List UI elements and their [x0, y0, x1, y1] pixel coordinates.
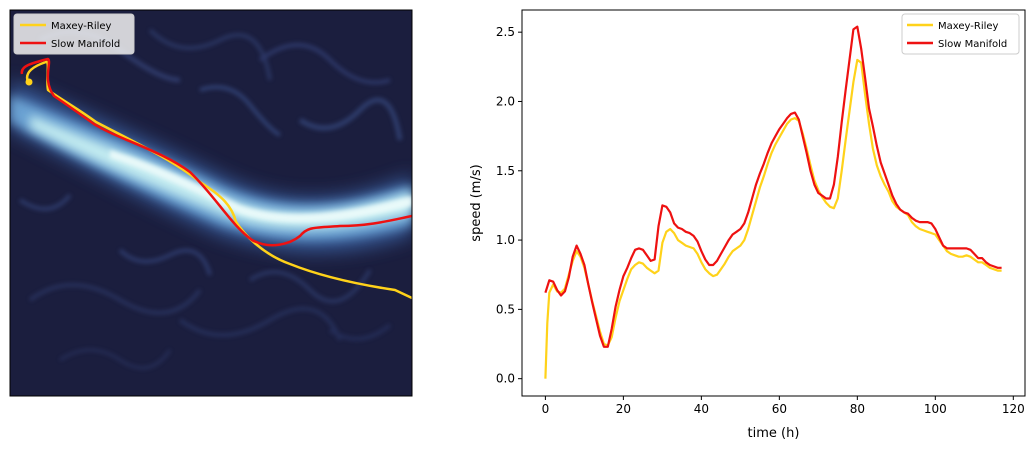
y-tick-label: 1.0	[496, 233, 515, 247]
x-tick-label: 100	[924, 402, 947, 416]
x-tick-label: 60	[772, 402, 787, 416]
map-legend: Maxey-Riley Slow Manifold	[13, 13, 135, 55]
x-axis-label: time (h)	[748, 426, 800, 441]
y-tick-label: 2.5	[496, 25, 515, 39]
x-tick-label: 80	[850, 402, 865, 416]
map-legend-label-maxey-riley: Maxey-Riley	[51, 21, 112, 32]
map-frame	[9, 9, 413, 397]
plot-series-group	[544, 25, 1002, 379]
speed-field-map: Maxey-Riley Slow Manifold	[9, 9, 413, 397]
speed-time-plot: 0 20 40 60 80 100 120 0.0 0.5 1.0 1.5 2.0 2.5 time (…	[469, 9, 1026, 441]
x-tick-label: 120	[1002, 402, 1025, 416]
y-tick-label: 0.0	[496, 372, 515, 386]
series-line-maxey-riley	[544, 58, 1002, 379]
map-eddy-texture	[18, 28, 403, 370]
series-line-slow-manifold	[544, 25, 1002, 348]
x-tick-label: 20	[616, 402, 631, 416]
y-tick-label: 0.5	[496, 302, 515, 316]
plot-frame	[521, 9, 1026, 397]
x-tick-label: 0	[542, 402, 550, 416]
y-axis-label: speed (m/s)	[469, 164, 484, 241]
y-tick-label: 2.0	[496, 94, 515, 108]
plot-ticks-group: 0 20 40 60 80 100 120 0.0 0.5 1.0 1.5 2.0 2.5	[496, 25, 1025, 416]
plot-legend-label-maxey-riley: Maxey-Riley	[938, 21, 999, 32]
plot-legend: Maxey-Riley Slow Manifold	[901, 13, 1020, 55]
plot-legend-label-slow-manifold: Slow Manifold	[938, 39, 1007, 50]
jet-mid	[10, 95, 412, 240]
trajectory-slow-manifold	[20, 57, 412, 247]
trajectory-start-marker	[25, 78, 33, 86]
y-tick-label: 1.5	[496, 164, 515, 178]
x-tick-label: 40	[694, 402, 709, 416]
map-legend-label-slow-manifold: Slow Manifold	[51, 39, 120, 50]
